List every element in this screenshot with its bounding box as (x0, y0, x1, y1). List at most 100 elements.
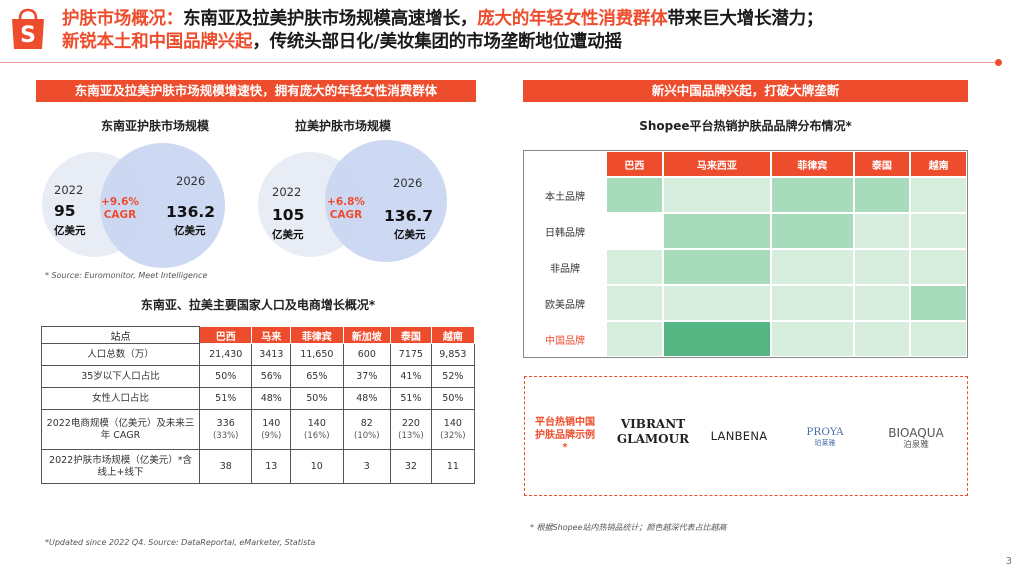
cell-value: 41% (400, 370, 422, 382)
heatmap-row: 本土品牌 (523, 176, 968, 214)
heatmap-cell (605, 176, 664, 214)
table-header-cell: 泰国 (390, 326, 432, 344)
heatmap-cell (852, 284, 912, 322)
heatmap-cell (770, 248, 855, 286)
cell-value: 336 (216, 417, 235, 429)
title-line-2: 新锐本土和中国品牌兴起，传统头部日化/美妆集团的市场垄断地位遭动摇 (62, 31, 1012, 54)
heatmap-cell (852, 248, 912, 286)
bioaqua-logo: BIOAQUA 泊泉雅 (873, 427, 959, 451)
brand-example-label: 平台热销中国护肤品牌示例* (535, 417, 595, 453)
population-table: 站点 巴西 马来 菲律宾 新加坡 泰国 越南 人口总数（万） 21,430 3413… (41, 326, 476, 484)
cell-value: 9,853 (439, 348, 467, 360)
heatmap-row: 中国品牌 (523, 320, 968, 358)
table-cell: 65% (290, 365, 344, 388)
heatmap-cell (852, 212, 912, 250)
shopee-bag-logo: S (12, 8, 44, 49)
heatmap-corner (523, 150, 607, 178)
cell-value: 50% (442, 392, 464, 404)
heatmap-cell (661, 320, 773, 358)
heatmap-cell (661, 284, 773, 322)
table-row: 2022护肤市场规模（亿美元）*含线上+线下 38 13 10 3 32 11 (41, 449, 476, 484)
sea-unit-2022: 亿美元 (54, 225, 86, 237)
table-cell: 13 (251, 449, 292, 484)
heatmap-cell (605, 320, 664, 358)
heatmap-cell (909, 176, 968, 214)
table-header-cell: 站点 (41, 326, 200, 344)
table-header-cell: 新加坡 (342, 326, 392, 344)
cell-value: 48% (260, 392, 282, 404)
cell-value: 82 (360, 417, 373, 429)
latam-value-2022: 105 (272, 206, 305, 224)
bioaqua-line2: 泊泉雅 (903, 440, 929, 450)
sea-market-title: 东南亚护肤市场规模 (100, 119, 209, 133)
sea-cagr-label: CAGR (103, 209, 137, 221)
table-header-cell: 菲律宾 (290, 326, 344, 344)
title-text-a: 东南亚及拉美护肤市场规模高速增长， (183, 9, 478, 29)
cell-subvalue: (9%) (261, 430, 282, 441)
right-section-banner: 新兴中国品牌兴起，打破大牌垄断 (523, 80, 968, 102)
table-header-cell: 马来 (251, 326, 292, 344)
page-title: 护肤市场概况：东南亚及拉美护肤市场规模高速增长，庞大的年轻女性消费群体带来巨大增… (62, 8, 1012, 54)
title-divider (0, 62, 996, 63)
bioaqua-line1: BIOAQUA (888, 426, 944, 440)
table-row: 2022电商规模（亿美元）及未来三年 CAGR 336 (33%) 140 (9%) 14… (41, 409, 476, 450)
title-line-1: 护肤市场概况：东南亚及拉美护肤市场规模高速增长，庞大的年轻女性消费群体带来巨大增… (62, 8, 1012, 31)
heatmap-row: 欧美品牌 (523, 284, 968, 322)
brand-example-box: 平台热销中国护肤品牌示例* VIBRANT GLAMOUR LANBENA PR… (524, 376, 968, 496)
latam-cagr: +6.8% CAGR (322, 196, 370, 222)
cell-value: 38 (219, 460, 232, 472)
table-cell: 21,430 (198, 343, 253, 366)
table-header-cell: 巴西 (198, 326, 253, 344)
cell-value: 7175 (398, 348, 423, 360)
cell-value: 220 (401, 417, 420, 429)
lanbena-logo: LANBENA (710, 429, 768, 443)
sea-cagr-value: +9.6% (101, 196, 139, 208)
cell-value: 10 (310, 460, 323, 472)
cell-value: 140 (262, 417, 281, 429)
page-number: 3 (1005, 556, 1012, 567)
table-cell: 50% (430, 387, 476, 410)
table-header-row: 站点 巴西 马来 菲律宾 新加坡 泰国 越南 (41, 326, 476, 344)
table-cell: 41% (390, 365, 432, 388)
table-cell: 600 (342, 343, 392, 366)
cell-value: 11 (446, 460, 459, 472)
heatmap-col-header: 泰国 (852, 150, 912, 178)
market-source-note: * Source: Euromonitor, Meet Intelligence (45, 271, 208, 280)
cell-value: 52% (442, 370, 464, 382)
table-row: 人口总数（万） 21,430 3413 11,650 600 7175 9,853 (41, 343, 476, 366)
proya-line2: 珀莱雅 (814, 439, 836, 447)
heatmap-cell (852, 320, 912, 358)
sea-2026-circle (100, 143, 225, 268)
heatmap-col-header: 菲律宾 (770, 150, 855, 178)
heatmap-row: 非品牌 (523, 248, 968, 286)
heatmap-cell (605, 212, 664, 250)
table-cell: 50% (290, 387, 344, 410)
table-cell: 32 (390, 449, 432, 484)
row-label: 35岁以下人口占比 (41, 365, 200, 388)
cell-value: 21,430 (209, 348, 243, 360)
table-row: 女性人口占比 51% 48% 50% 48% 51% 50% (41, 387, 476, 410)
cell-subvalue: (32%) (440, 430, 466, 441)
proya-line1: PROYA (806, 426, 844, 438)
latam-unit-2022: 亿美元 (272, 229, 304, 241)
latam-year-2026: 2026 (393, 176, 423, 190)
heatmap-row-label: 本土品牌 (523, 176, 607, 214)
table-cell: 50% (198, 365, 253, 388)
row-label: 女性人口占比 (41, 387, 200, 410)
heatmap-cell (770, 212, 855, 250)
cell-value: 50% (306, 392, 328, 404)
population-table-title: 东南亚、拉美主要国家人口及电商增长概况* (140, 298, 376, 312)
latam-2026-circle (325, 140, 447, 262)
table-cell: 3 (342, 449, 392, 484)
row-label: 2022护肤市场规模（亿美元）*含线上+线下 (41, 449, 200, 484)
heatmap-row-label: 中国品牌 (523, 320, 607, 358)
table-cell: 7175 (390, 343, 432, 366)
heatmap-row-label: 欧美品牌 (523, 284, 607, 322)
table-cell: 10 (290, 449, 344, 484)
cell-subvalue: (33%) (212, 430, 239, 441)
table-cell: 140 (9%) (251, 409, 292, 450)
sea-year-2022: 2022 (54, 183, 84, 197)
table-cell: 51% (198, 387, 253, 410)
cell-value: 51% (400, 392, 422, 404)
cell-subvalue: (10%) (354, 430, 380, 441)
